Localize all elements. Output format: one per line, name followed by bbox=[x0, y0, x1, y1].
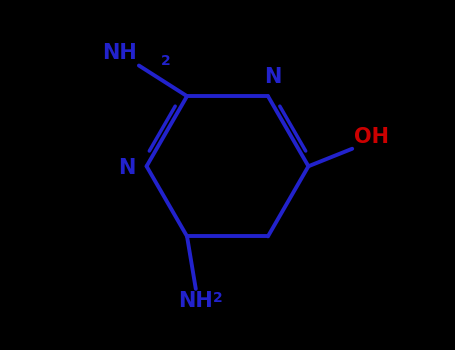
Text: NH: NH bbox=[102, 43, 136, 63]
Text: N: N bbox=[263, 68, 281, 88]
Text: 2: 2 bbox=[213, 291, 223, 305]
Text: OH: OH bbox=[354, 127, 389, 147]
Text: 2: 2 bbox=[161, 54, 171, 68]
Text: NH: NH bbox=[178, 291, 213, 311]
Text: N: N bbox=[118, 159, 136, 178]
